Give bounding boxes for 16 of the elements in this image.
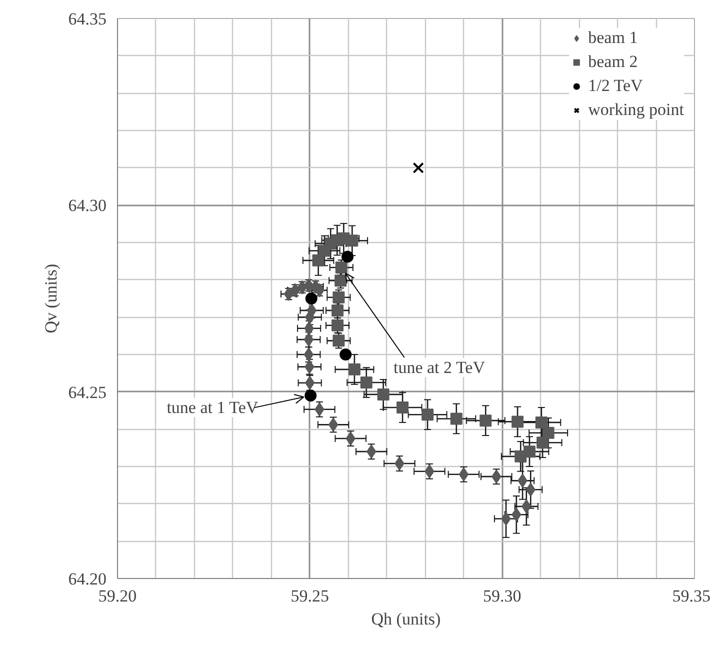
legend-label: working point (588, 100, 684, 120)
x-tick-label: 59.20 (98, 586, 137, 606)
y-tick-label: 64.25 (68, 382, 106, 402)
legend-label: beam 1 (588, 28, 638, 48)
y-tick-label: 64.30 (68, 196, 106, 216)
x-axis-title: Qh (units) (371, 610, 441, 628)
legend-label: 1/2 TeV (588, 76, 643, 96)
annotation: tune at 1 TeV (166, 398, 259, 418)
y-tick-label: 64.20 (68, 570, 106, 588)
x-tick-label: 59.35 (672, 586, 710, 606)
annotation: tune at 2 TeV (393, 358, 486, 378)
x-tick-label: 59.25 (290, 586, 329, 606)
x-tick-label: 59.30 (483, 586, 522, 606)
y-tick-label: 64.35 (68, 10, 106, 28)
legend-label: beam 2 (588, 52, 638, 72)
y-axis-title: Qv (units) (41, 264, 60, 334)
